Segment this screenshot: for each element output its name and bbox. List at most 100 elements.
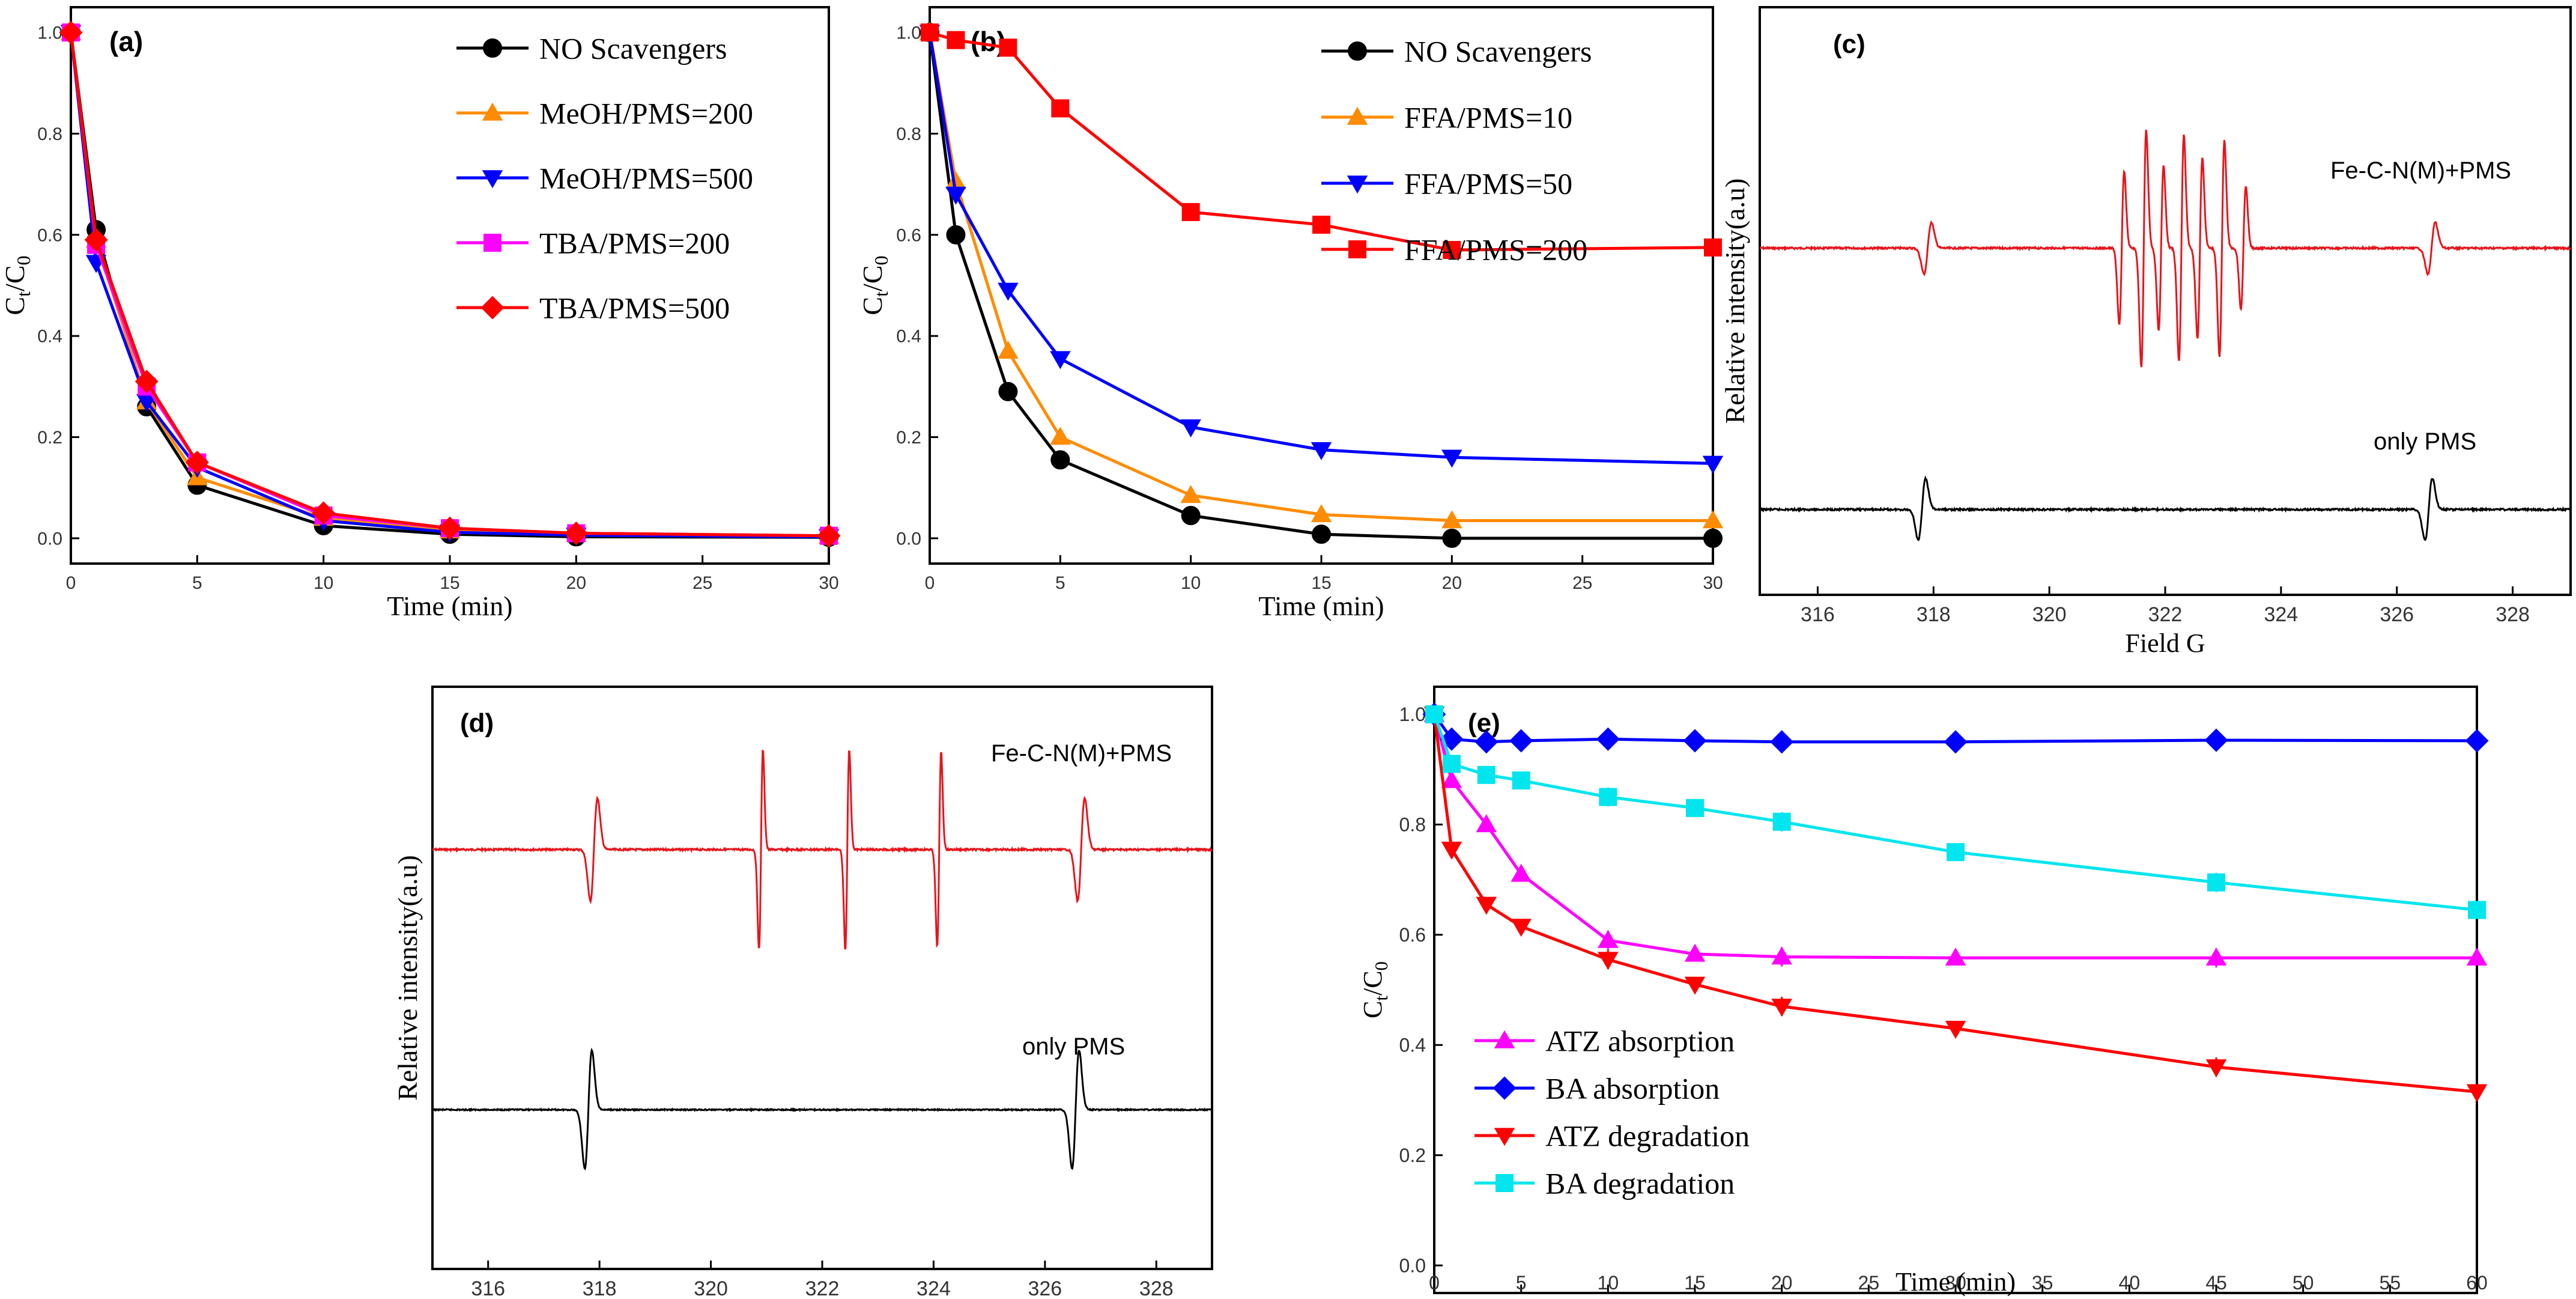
plot-frame bbox=[1759, 6, 2572, 596]
plot-frame bbox=[70, 6, 830, 565]
data-point bbox=[1312, 525, 1331, 544]
x-tick-label: 0 bbox=[66, 573, 76, 593]
series-4 bbox=[59, 20, 841, 548]
data-point bbox=[1596, 727, 1620, 751]
plot-frame bbox=[929, 6, 1714, 565]
x-tick-label: 318 bbox=[583, 1277, 617, 1299]
x-axis-label: Time (min) bbox=[1896, 1267, 2016, 1297]
x-tick-label: 15 bbox=[1311, 573, 1331, 593]
x-tick-label: 326 bbox=[1028, 1277, 1062, 1299]
y-tick-label: 0.6 bbox=[37, 225, 62, 245]
legend-entry: ATZ absorption bbox=[1545, 1024, 1735, 1058]
y-axis-label-part: t bbox=[13, 291, 34, 297]
data-point bbox=[1442, 528, 1462, 548]
legend-marker bbox=[1496, 1174, 1514, 1192]
legend-marker bbox=[1347, 175, 1368, 194]
data-point bbox=[1704, 238, 1722, 257]
x-tick-label: 55 bbox=[2380, 1272, 2401, 1294]
data-point bbox=[185, 451, 209, 475]
legend-entry: NO Scavengers bbox=[539, 32, 727, 65]
data-point bbox=[1771, 999, 1792, 1017]
legend-marker bbox=[482, 170, 503, 189]
x-tick-label: 15 bbox=[440, 573, 459, 593]
y-tick-label: 0.4 bbox=[37, 327, 62, 347]
data-point bbox=[1051, 99, 1070, 118]
x-tick-label: 324 bbox=[2264, 603, 2298, 626]
x-tick-label: 25 bbox=[1858, 1272, 1880, 1294]
legend-marker bbox=[1348, 41, 1367, 61]
x-tick-label: 30 bbox=[1703, 573, 1723, 593]
y-axis-label-part: C bbox=[857, 297, 888, 315]
x-tick-label: 35 bbox=[2032, 1272, 2053, 1294]
legend-marker bbox=[482, 102, 503, 121]
data-point bbox=[1511, 919, 1532, 937]
data-point bbox=[1476, 814, 1497, 833]
panel-label: (a) bbox=[109, 26, 143, 57]
data-point bbox=[945, 171, 966, 190]
x-tick-label: 20 bbox=[566, 573, 586, 593]
x-tick-label: 0 bbox=[925, 573, 935, 593]
y-axis-label-part: /C bbox=[857, 265, 888, 291]
y-tick-label: 1.0 bbox=[896, 23, 921, 43]
data-point bbox=[1443, 241, 1461, 260]
data-point bbox=[1702, 510, 1724, 529]
legend-entry: BA absorption bbox=[1545, 1072, 1720, 1106]
y-tick-label: 0.0 bbox=[896, 529, 921, 549]
legend-marker bbox=[480, 296, 505, 320]
spectrum-line bbox=[431, 1047, 1213, 1171]
series-line bbox=[928, 32, 1713, 540]
data-point bbox=[1050, 351, 1071, 370]
series-0 bbox=[920, 23, 1723, 548]
data-point bbox=[1772, 812, 1791, 831]
x-tick-label: 328 bbox=[2496, 603, 2530, 626]
x-tick-label: 60 bbox=[2466, 1272, 2488, 1294]
x-tick-label: 5 bbox=[1055, 573, 1065, 593]
data-point bbox=[2207, 873, 2225, 892]
data-point bbox=[998, 382, 1018, 401]
y-axis-label: Ct/C0 bbox=[857, 255, 892, 315]
data-point bbox=[2205, 948, 2227, 966]
legend-entry: FFA/PMS=200 bbox=[1404, 233, 1587, 267]
series-line bbox=[1432, 714, 2478, 1094]
chart-panel-a: 0 5 10 15 20 25 30 0.0 0.2 0.4 0.6 0.8 1.0 Time (min)… bbox=[0, 6, 841, 621]
y-tick-label: 1.0 bbox=[37, 23, 62, 43]
data-point bbox=[1311, 442, 1332, 460]
y-axis-label-part: /C bbox=[0, 265, 30, 291]
y-axis-label: Relative intensity(a.u) bbox=[1720, 178, 1750, 424]
plot-frame bbox=[431, 686, 1213, 1270]
series-line bbox=[1432, 714, 2478, 911]
x-tick-label: 326 bbox=[2380, 603, 2414, 626]
x-tick-label: 324 bbox=[917, 1277, 951, 1299]
data-point bbox=[2466, 948, 2488, 966]
legend-marker bbox=[1494, 1128, 1515, 1146]
x-tick-label: 20 bbox=[1442, 573, 1462, 593]
data-point bbox=[1441, 510, 1462, 529]
x-tick-label: 15 bbox=[1684, 1272, 1706, 1294]
data-point bbox=[1511, 863, 1532, 882]
data-point bbox=[1686, 799, 1704, 817]
y-tick-label: 0.8 bbox=[37, 124, 62, 144]
y-tick-label: 0.0 bbox=[1399, 1255, 1426, 1276]
legend-entry: MeOH/PMS=500 bbox=[539, 162, 753, 195]
data-point bbox=[1442, 755, 1461, 773]
data-point bbox=[999, 38, 1017, 57]
data-point bbox=[564, 521, 588, 545]
x-tick-label: 30 bbox=[819, 573, 838, 593]
plot-frame bbox=[1433, 686, 2478, 1294]
x-tick-label: 50 bbox=[2293, 1272, 2314, 1294]
spectrum-label: only PMS bbox=[2374, 428, 2476, 455]
x-tick-label: 0 bbox=[1429, 1272, 1440, 1294]
data-point bbox=[1050, 427, 1071, 445]
data-point bbox=[998, 282, 1019, 301]
y-axis-label-part: t bbox=[870, 291, 892, 297]
x-tick-label: 25 bbox=[1572, 573, 1592, 593]
x-tick-label: 25 bbox=[692, 573, 712, 593]
y-tick-label: 0.2 bbox=[1399, 1145, 1426, 1166]
panel-label: (d) bbox=[460, 708, 494, 738]
data-point bbox=[2468, 901, 2486, 919]
data-point bbox=[1947, 843, 1965, 862]
series-3 bbox=[1425, 705, 2486, 919]
data-point bbox=[2205, 1059, 2227, 1078]
data-point bbox=[1684, 976, 1706, 995]
data-point bbox=[1441, 770, 1462, 788]
